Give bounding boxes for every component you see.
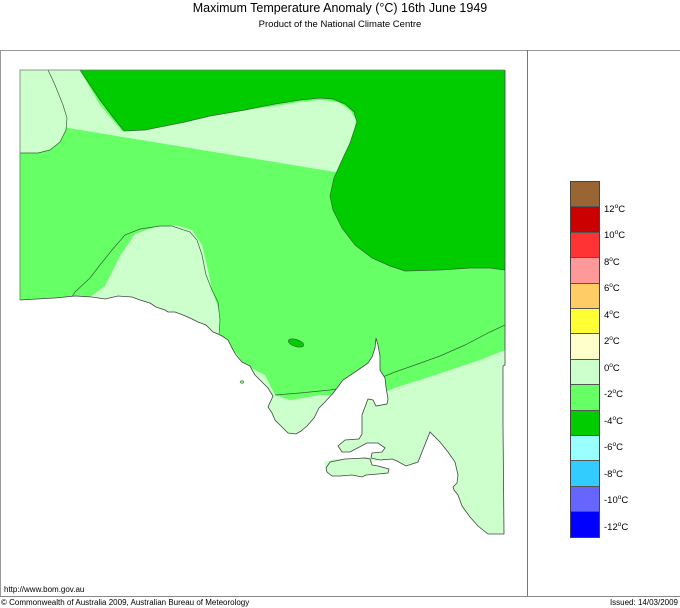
issued-date: Issued: 14/03/2009 [609, 598, 678, 607]
legend-label-8: 8oC [604, 256, 620, 269]
legend-label-minus4: -4oC [604, 415, 623, 428]
legend-label-2: 2oC [604, 335, 620, 348]
land-region [20, 70, 505, 534]
legend-swatch-minus6-minus4 [571, 410, 599, 436]
legend-label-minus12: -12oC [604, 521, 629, 534]
map-title: Maximum Temperature Anomaly (°C) 16th Ju… [192, 1, 488, 15]
legend-label-4: 4oC [604, 309, 620, 322]
map-subtitle: Product of the National Climate Centre [258, 19, 422, 30]
legend-label-minus2: -2oC [604, 388, 623, 401]
copyright-notice: © Commonwealth of Australia 2009, Austra… [1, 598, 250, 607]
legend-swatch-minus12-minus10 [571, 486, 599, 513]
legend-swatch-2-4 [571, 308, 599, 335]
legend-swatch-minus2-0 [571, 359, 599, 386]
legend-swatch-above-12 [571, 182, 599, 208]
frame-divider [527, 50, 528, 597]
legend-label-10: 10oC [604, 229, 626, 242]
legend-label-12: 12oC [604, 203, 626, 216]
legend-label-minus8: -8oC [604, 468, 623, 481]
legend-swatch-10-12 [571, 207, 599, 233]
frame-bottom-border [0, 596, 680, 597]
legend-label-6: 6oC [604, 282, 620, 295]
frame-left-border [0, 50, 1, 597]
legend-swatch-minus10-minus8 [571, 461, 599, 487]
frame-top-border [0, 50, 680, 51]
legend-swatch-below-minus12 [571, 512, 599, 538]
kangaroo-island-outline [325, 457, 390, 478]
legend-label-minus10: -10oC [604, 494, 629, 507]
legend-swatch-6-8 [571, 258, 599, 284]
legend-swatch-0-2 [571, 334, 599, 360]
coastline [19, 70, 506, 535]
map-border [19, 69, 505, 300]
color-legend [570, 181, 600, 539]
legend-label-minus6: -6oC [604, 441, 623, 454]
legend-swatch-minus4-minus2 [571, 385, 599, 411]
legend-swatch-8-10 [571, 232, 599, 259]
legend-swatch-4-6 [571, 283, 599, 309]
legend-swatch-minus8-minus6 [571, 435, 599, 462]
legend-label-0: 0oC [604, 362, 620, 375]
bom-url-link[interactable]: http://www.bom.gov.au [4, 585, 85, 594]
small-island [239, 380, 245, 384]
